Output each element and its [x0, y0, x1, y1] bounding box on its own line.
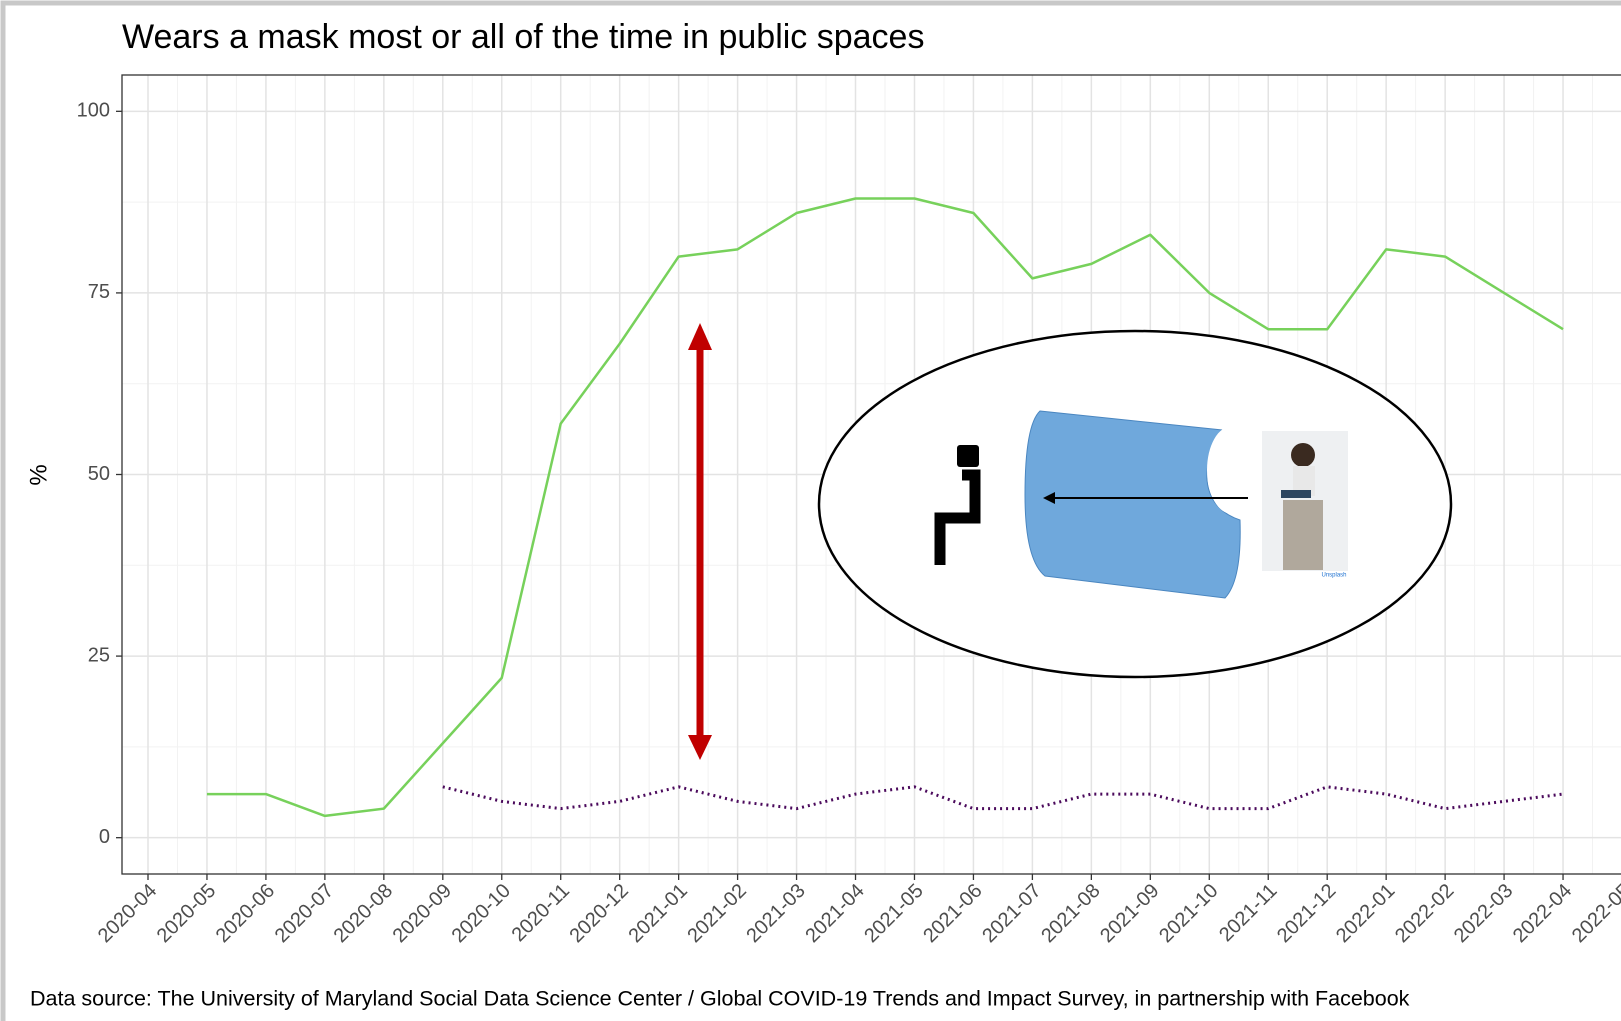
- sender-photo: [1262, 431, 1348, 571]
- series-line: [442, 785, 1564, 811]
- y-tick-label: 50: [88, 463, 110, 485]
- y-axis-label: %: [25, 464, 52, 485]
- chart-title: Wears a mask most or all of the time in …: [122, 18, 924, 56]
- panel-border: [121, 74, 1621, 875]
- series-line: [206, 197, 1564, 818]
- caption: Data source: The University of Maryland …: [30, 987, 1410, 1011]
- receiver-icon: [934, 445, 981, 565]
- channel-icon: [1024, 410, 1257, 599]
- y-tick-label: 25: [88, 644, 110, 666]
- image-credit: Unsplash: [1321, 573, 1346, 579]
- marks: [206, 197, 1564, 818]
- annotation-arrow: [688, 323, 712, 760]
- y-tick-label: 0: [99, 826, 110, 848]
- y-tick-label: 75: [88, 281, 110, 303]
- y-tick-label: 100: [77, 100, 110, 122]
